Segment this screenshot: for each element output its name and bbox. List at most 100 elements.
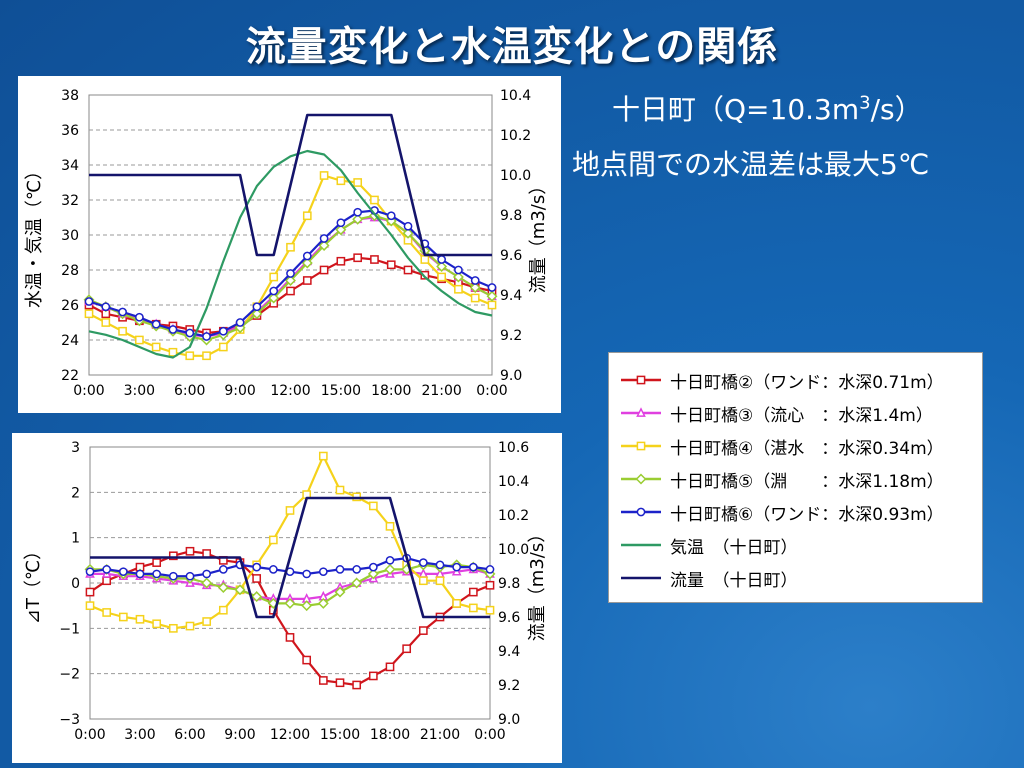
bottom-chart-data-point (452, 599, 462, 608)
bottom-chart-data-point (102, 608, 112, 617)
bottom-chart-series-line-6 (90, 496, 490, 619)
top-chart-data-point (403, 221, 413, 231)
top-chart-data-point (402, 227, 414, 239)
bottom-chart-data-point (168, 623, 178, 633)
top-chart-data-point (286, 286, 295, 296)
bottom-chart-data-point (317, 597, 329, 609)
finding-subtitle: 地点間での水温差は最大5℃ (572, 148, 930, 181)
legend-item-label: 十日町橋④（湛水 ：水深0.34m） (670, 439, 944, 459)
bottom-chart-data-point (152, 558, 162, 567)
top-chart-y-tick-label: 36 (61, 123, 79, 139)
top-chart-data-point (286, 242, 295, 252)
top-chart-series-5 (84, 206, 497, 341)
legend-swatch (621, 576, 661, 580)
bottom-chart-data-point (202, 549, 212, 558)
bottom-chart-data-point (252, 574, 262, 583)
top-chart-y2-tick-label: 9.8 (500, 208, 522, 224)
bottom-chart-data-point (102, 565, 112, 574)
top-chart-x-tick-label: 12:00 (270, 383, 310, 399)
top-chart-data-point (386, 211, 396, 221)
bottom-chart-y2-tick-label: 10.0 (498, 542, 529, 558)
chart-panel-delta-t: −3 −2 −1 0 1 2 3 9.0 9.2 9.4 9.6 9.8 10.0 10.2 10.4 10.… (12, 433, 562, 763)
bottom-chart-data-point (268, 535, 278, 545)
top-chart-data-point (101, 318, 111, 327)
top-chart-data-point (168, 325, 178, 334)
legend-item-label: 気温 （十日町） (670, 538, 798, 558)
top-chart-data-point (302, 211, 312, 221)
bottom-chart-y2-tick-label: 10.2 (498, 508, 529, 524)
legend-item: 十日町橋④（湛水 ：水深0.34m） (609, 431, 982, 461)
top-chart-y-tick-label: 30 (61, 228, 79, 244)
top-chart-data-point (336, 256, 346, 266)
top-chart-y2-tick-label: 10.4 (500, 88, 531, 104)
bottom-chart-data-point (334, 586, 346, 598)
top-chart-series-6 (88, 149, 493, 359)
legend-item: 十日町橋⑥（ワンド：水深0.93m） (609, 497, 982, 527)
bottom-chart-x-tick-label: 15:00 (320, 727, 360, 743)
bottom-chart-x-tick-label: 9:00 (224, 727, 255, 743)
legend-item: 十日町橋⑤（淵 ：水深1.18m） (609, 464, 982, 494)
top-chart-data-point (420, 270, 430, 280)
top-chart-data-point (252, 302, 262, 312)
bottom-chart-y2-tick-label: 9.6 (498, 610, 520, 626)
bottom-chart-data-point (485, 580, 495, 590)
top-chart-y2-tick-label: 9.6 (500, 248, 522, 264)
bottom-chart-data-point (385, 662, 395, 672)
top-chart-data-point (319, 171, 329, 180)
bottom-chart-data-point (85, 601, 95, 611)
top-chart-data-point (470, 293, 480, 303)
bottom-chart-series-5 (85, 553, 495, 581)
top-chart-data-point (269, 272, 279, 282)
top-chart-data-point (370, 255, 379, 264)
legend-item: 十日町橋②（ワンド：水深0.71m） (609, 365, 982, 395)
top-chart-data-point (353, 207, 363, 217)
bottom-chart-data-point (252, 562, 262, 572)
bottom-chart-data-point (302, 569, 312, 579)
bottom-chart-data-point (185, 546, 195, 556)
bottom-chart-y2-tick-label: 10.6 (498, 440, 529, 456)
legend-swatch (621, 473, 661, 485)
top-chart-data-point (319, 265, 329, 275)
bottom-chart-y-tick-label: 1 (71, 531, 80, 547)
bottom-chart-data-point (452, 562, 462, 572)
bottom-chart-y2-tick-label: 9.0 (498, 712, 520, 728)
top-chart-y2-tick-label: 9.0 (500, 368, 522, 384)
bottom-chart-x-tick-label: 21:00 (420, 727, 460, 743)
bottom-chart-x-tick-label: 6:00 (174, 727, 205, 743)
top-chart-data-point (353, 178, 363, 187)
top-chart-data-point (420, 255, 430, 264)
bottom-chart-y-tick-label: −3 (59, 712, 80, 728)
top-chart-y-tick-label: 24 (61, 333, 79, 349)
bottom-chart-x-tick-label: 18:00 (370, 727, 410, 743)
top-chart-data-point (487, 300, 497, 310)
top-chart-data-point (385, 215, 397, 227)
site-subtitle-text: 十日町（Q=10.3m (612, 93, 860, 126)
bottom-chart-data-point (351, 577, 363, 589)
legend-swatch-marker (636, 441, 646, 451)
top-chart-series-line-6 (88, 149, 493, 359)
site-subtitle-superscript: 3 (859, 92, 871, 114)
top-chart-x-tick-label: 6:00 (174, 383, 205, 399)
top-chart-data-point (335, 224, 347, 236)
top-chart-data-point (436, 261, 448, 272)
top-chart-data-point (151, 319, 161, 329)
bottom-chart-data-point (152, 569, 162, 579)
bottom-chart-data-point (218, 605, 228, 615)
legend-swatch-marker (636, 375, 646, 385)
bottom-chart-data-point (435, 560, 445, 570)
slide-title: 流量変化と水温変化との関係 (245, 24, 779, 70)
bottom-chart-y-tick-label: 3 (71, 440, 80, 456)
top-chart-data-point (353, 253, 363, 263)
top-chart-y-tick-label: 22 (61, 368, 79, 384)
top-chart-data-point (185, 328, 195, 338)
bottom-chart-data-point (152, 619, 162, 629)
top-chart-data-point (486, 290, 498, 302)
top-chart-series-7 (89, 113, 492, 257)
legend-item-label: 十日町橋③（流心 ：水深1.4m） (670, 406, 933, 426)
top-chart-data-point (269, 286, 279, 296)
bottom-chart-data-point (418, 558, 428, 567)
top-chart-data-point (84, 309, 94, 319)
bottom-chart-data-point (368, 671, 378, 681)
top-chart-y2-tick-label: 10.0 (500, 168, 531, 184)
bottom-chart-y2-tick-label: 10.4 (498, 474, 529, 490)
